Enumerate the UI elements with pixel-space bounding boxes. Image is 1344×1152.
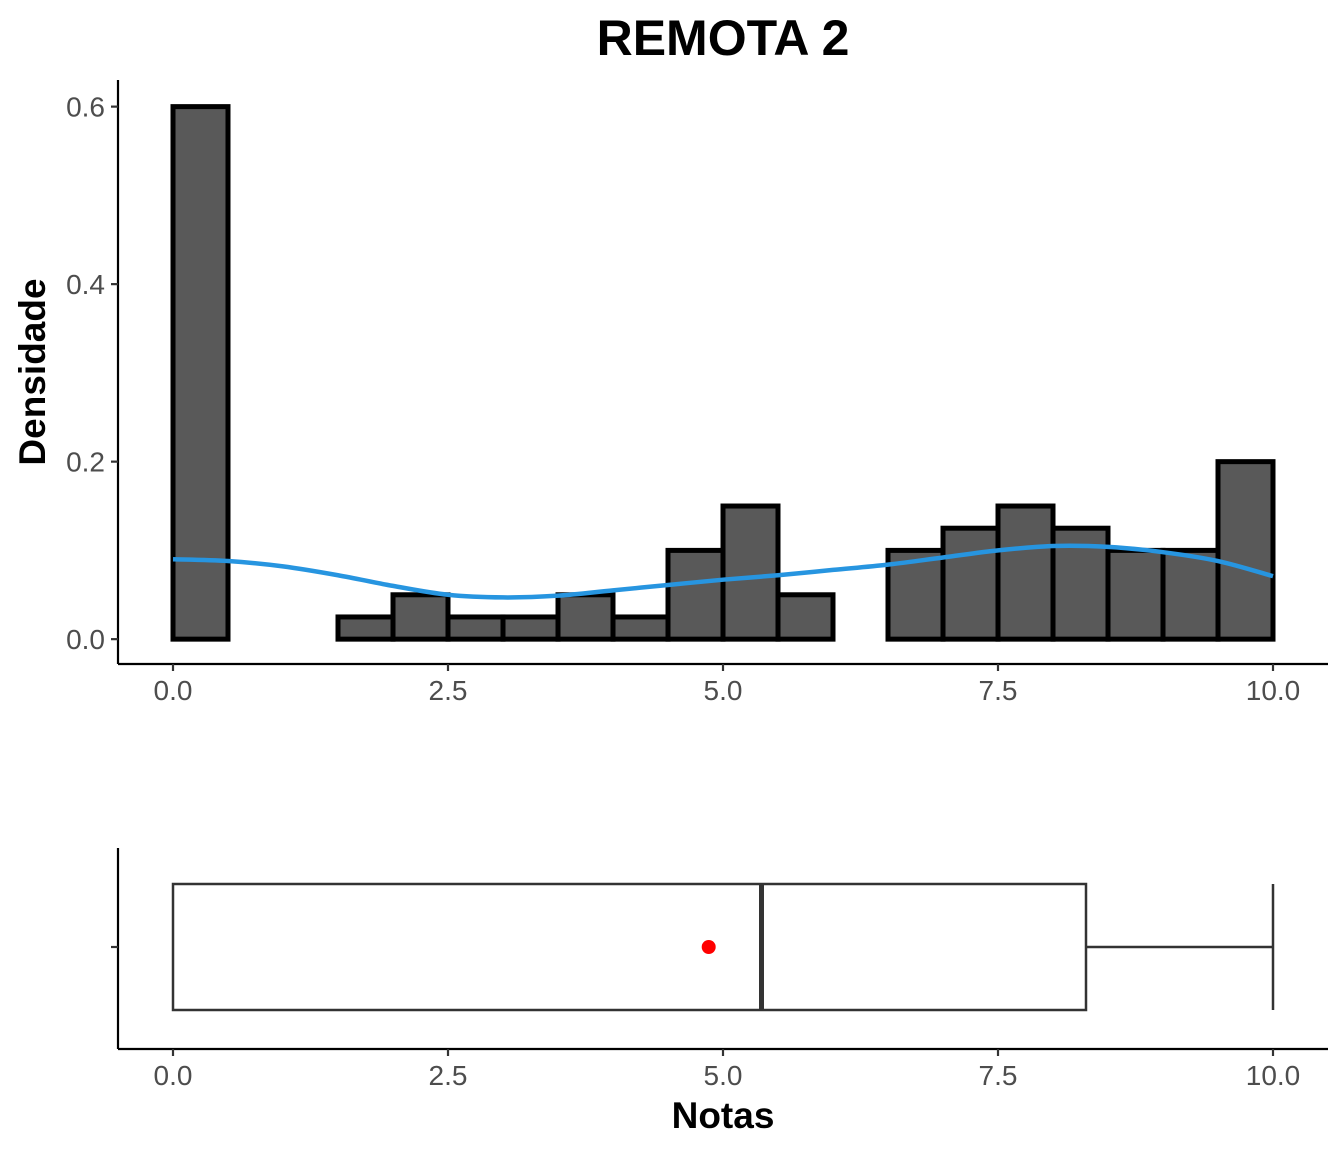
histogram-bar-14: [940, 525, 1001, 642]
boxplot-x-tick-label-4: 10.0: [1246, 1060, 1301, 1091]
histogram-y-tick-label-2: 0.4: [66, 269, 105, 300]
boxplot-x-ticks: 0.0 2.5 5.0 7.5 10.0: [154, 1049, 1301, 1091]
density-curve: [172, 543, 1274, 600]
histogram-bar-17: [1105, 547, 1166, 642]
boxplot-mean-point: [701, 940, 716, 954]
histogram-bar-19: [1215, 459, 1276, 642]
histogram-y-tick-label-0: 0.0: [66, 624, 105, 655]
histogram-bar-11: [775, 592, 836, 642]
histogram-bar-6: [500, 614, 561, 642]
y-axis-title: Densidade: [12, 278, 53, 465]
boxplot-box: [171, 882, 1088, 1012]
histogram-bar-0: [170, 104, 231, 642]
boxplot-x-tick-label-2: 5.0: [704, 1060, 743, 1091]
histogram-y-tick-label-1: 0.2: [66, 447, 105, 478]
histogram-x-tick-label-4: 10.0: [1246, 675, 1301, 706]
histogram-bar-3: [335, 614, 396, 642]
histogram-bar-9: [665, 547, 726, 642]
boxplot-x-tick-label-3: 7.5: [979, 1060, 1018, 1091]
histogram-bar-10: [720, 503, 781, 642]
histogram-bar-18: [1160, 547, 1221, 642]
histogram-bar-5: [445, 614, 506, 642]
histogram-bar-4: [390, 592, 451, 642]
histogram-y-tick-label-3: 0.6: [66, 92, 105, 123]
histogram-x-tick-label-3: 7.5: [979, 675, 1018, 706]
histogram-x-tick-label-1: 2.5: [429, 675, 468, 706]
histogram-bar-15: [995, 503, 1056, 642]
histogram-bars: [170, 104, 1276, 642]
histogram-x-tick-label-0: 0.0: [154, 675, 193, 706]
histogram-panel: 0.0 0.2 0.4 0.6 0.0 2.5 5.0 7.5 10.0 Densidade: [12, 80, 1328, 706]
boxplot-x-tick-label-0: 0.0: [154, 1060, 193, 1091]
chart-title: REMOTA 2: [597, 10, 850, 66]
x-axis-title: Notas: [672, 1095, 775, 1136]
histogram-bar-7: [555, 592, 616, 642]
histogram-x-ticks: 0.0 2.5 5.0 7.5 10.0: [154, 664, 1301, 706]
histogram-y-ticks: 0.0 0.2 0.4 0.6: [66, 92, 118, 655]
boxplot-x-tick-label-1: 2.5: [429, 1060, 468, 1091]
histogram-bar-8: [610, 614, 671, 642]
histogram-x-tick-label-2: 5.0: [704, 675, 743, 706]
boxplot-panel: 0.0 2.5 5.0 7.5 10.0 Notas: [111, 848, 1328, 1136]
